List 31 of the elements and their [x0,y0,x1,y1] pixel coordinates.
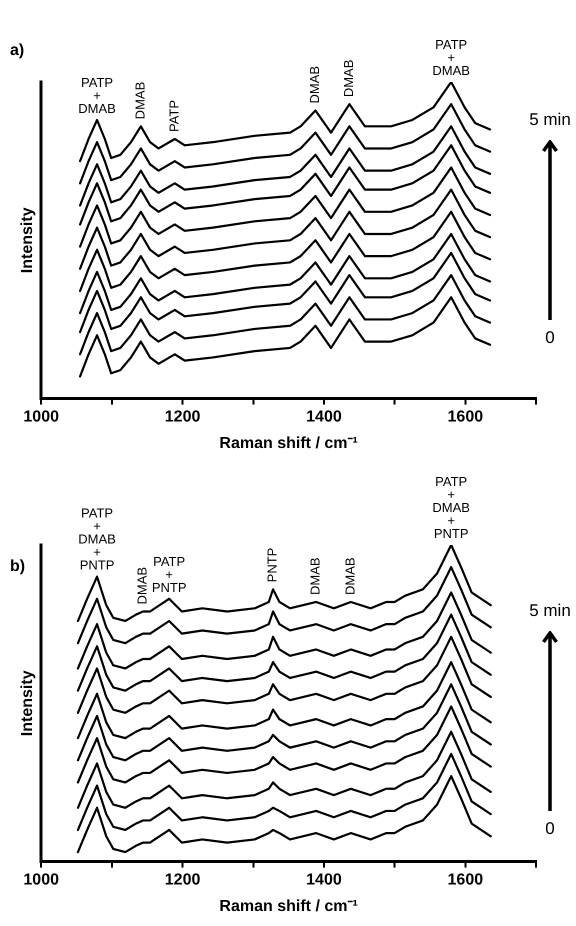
x-tick-label: 1200 [164,408,200,426]
x-tick-label: 1000 [23,408,60,426]
annotation: PATP + DMAB + PNTP [78,506,116,573]
annotation: PATP + PNTP [152,554,186,595]
annotation: PNTP [264,548,280,582]
x-tick-label: 1200 [164,872,200,889]
annotation: DMAB [132,82,148,120]
annotation: PATP [166,100,182,132]
x-axis-title: Raman shift / cm⁻¹ [219,434,358,452]
annotation: DMAB [308,557,323,595]
annotation: 5 min [529,601,571,621]
text: b) [10,558,26,576]
x-axis-title: Raman shift / cm⁻¹ [219,898,358,915]
annotation: DMAB [307,66,322,104]
annotation: DMAB [134,566,150,604]
y-axis-title: Intensity [19,207,36,274]
x-tick-label: 1400 [306,408,342,426]
x-tick-label: 1400 [306,872,342,889]
text: 0 [545,819,555,839]
annotation: 5 min [529,110,571,130]
annotation: DMAB [340,60,356,98]
x-tick-label: 1000 [23,872,60,889]
text: 0 [545,328,555,348]
annotation: PATP + DMAB + PNTP [432,474,470,541]
chart-title: a) [10,42,24,60]
annotation: DMAB [342,557,358,595]
y-axis-title: Intensity [19,670,36,736]
annotation: PATP + DMAB [78,74,116,116]
x-tick-label: 1600 [448,872,484,889]
annotation: PATP + DMAB [432,37,470,78]
x-tick-label: 1600 [448,408,484,426]
